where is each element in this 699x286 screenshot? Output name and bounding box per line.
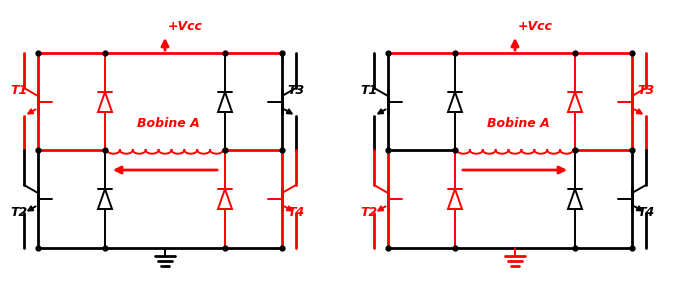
Text: T3: T3 bbox=[287, 84, 304, 97]
Text: T2: T2 bbox=[10, 206, 27, 219]
Text: T2: T2 bbox=[360, 206, 377, 219]
Text: T4: T4 bbox=[287, 206, 304, 219]
Text: Bobine A: Bobine A bbox=[487, 117, 549, 130]
Text: +Vcc: +Vcc bbox=[518, 20, 553, 33]
Text: +Vcc: +Vcc bbox=[168, 20, 203, 33]
Text: T1: T1 bbox=[360, 84, 377, 97]
Text: Bobine A: Bobine A bbox=[137, 117, 200, 130]
Text: T4: T4 bbox=[637, 206, 654, 219]
Text: T3: T3 bbox=[637, 84, 654, 97]
Text: T1: T1 bbox=[10, 84, 27, 97]
